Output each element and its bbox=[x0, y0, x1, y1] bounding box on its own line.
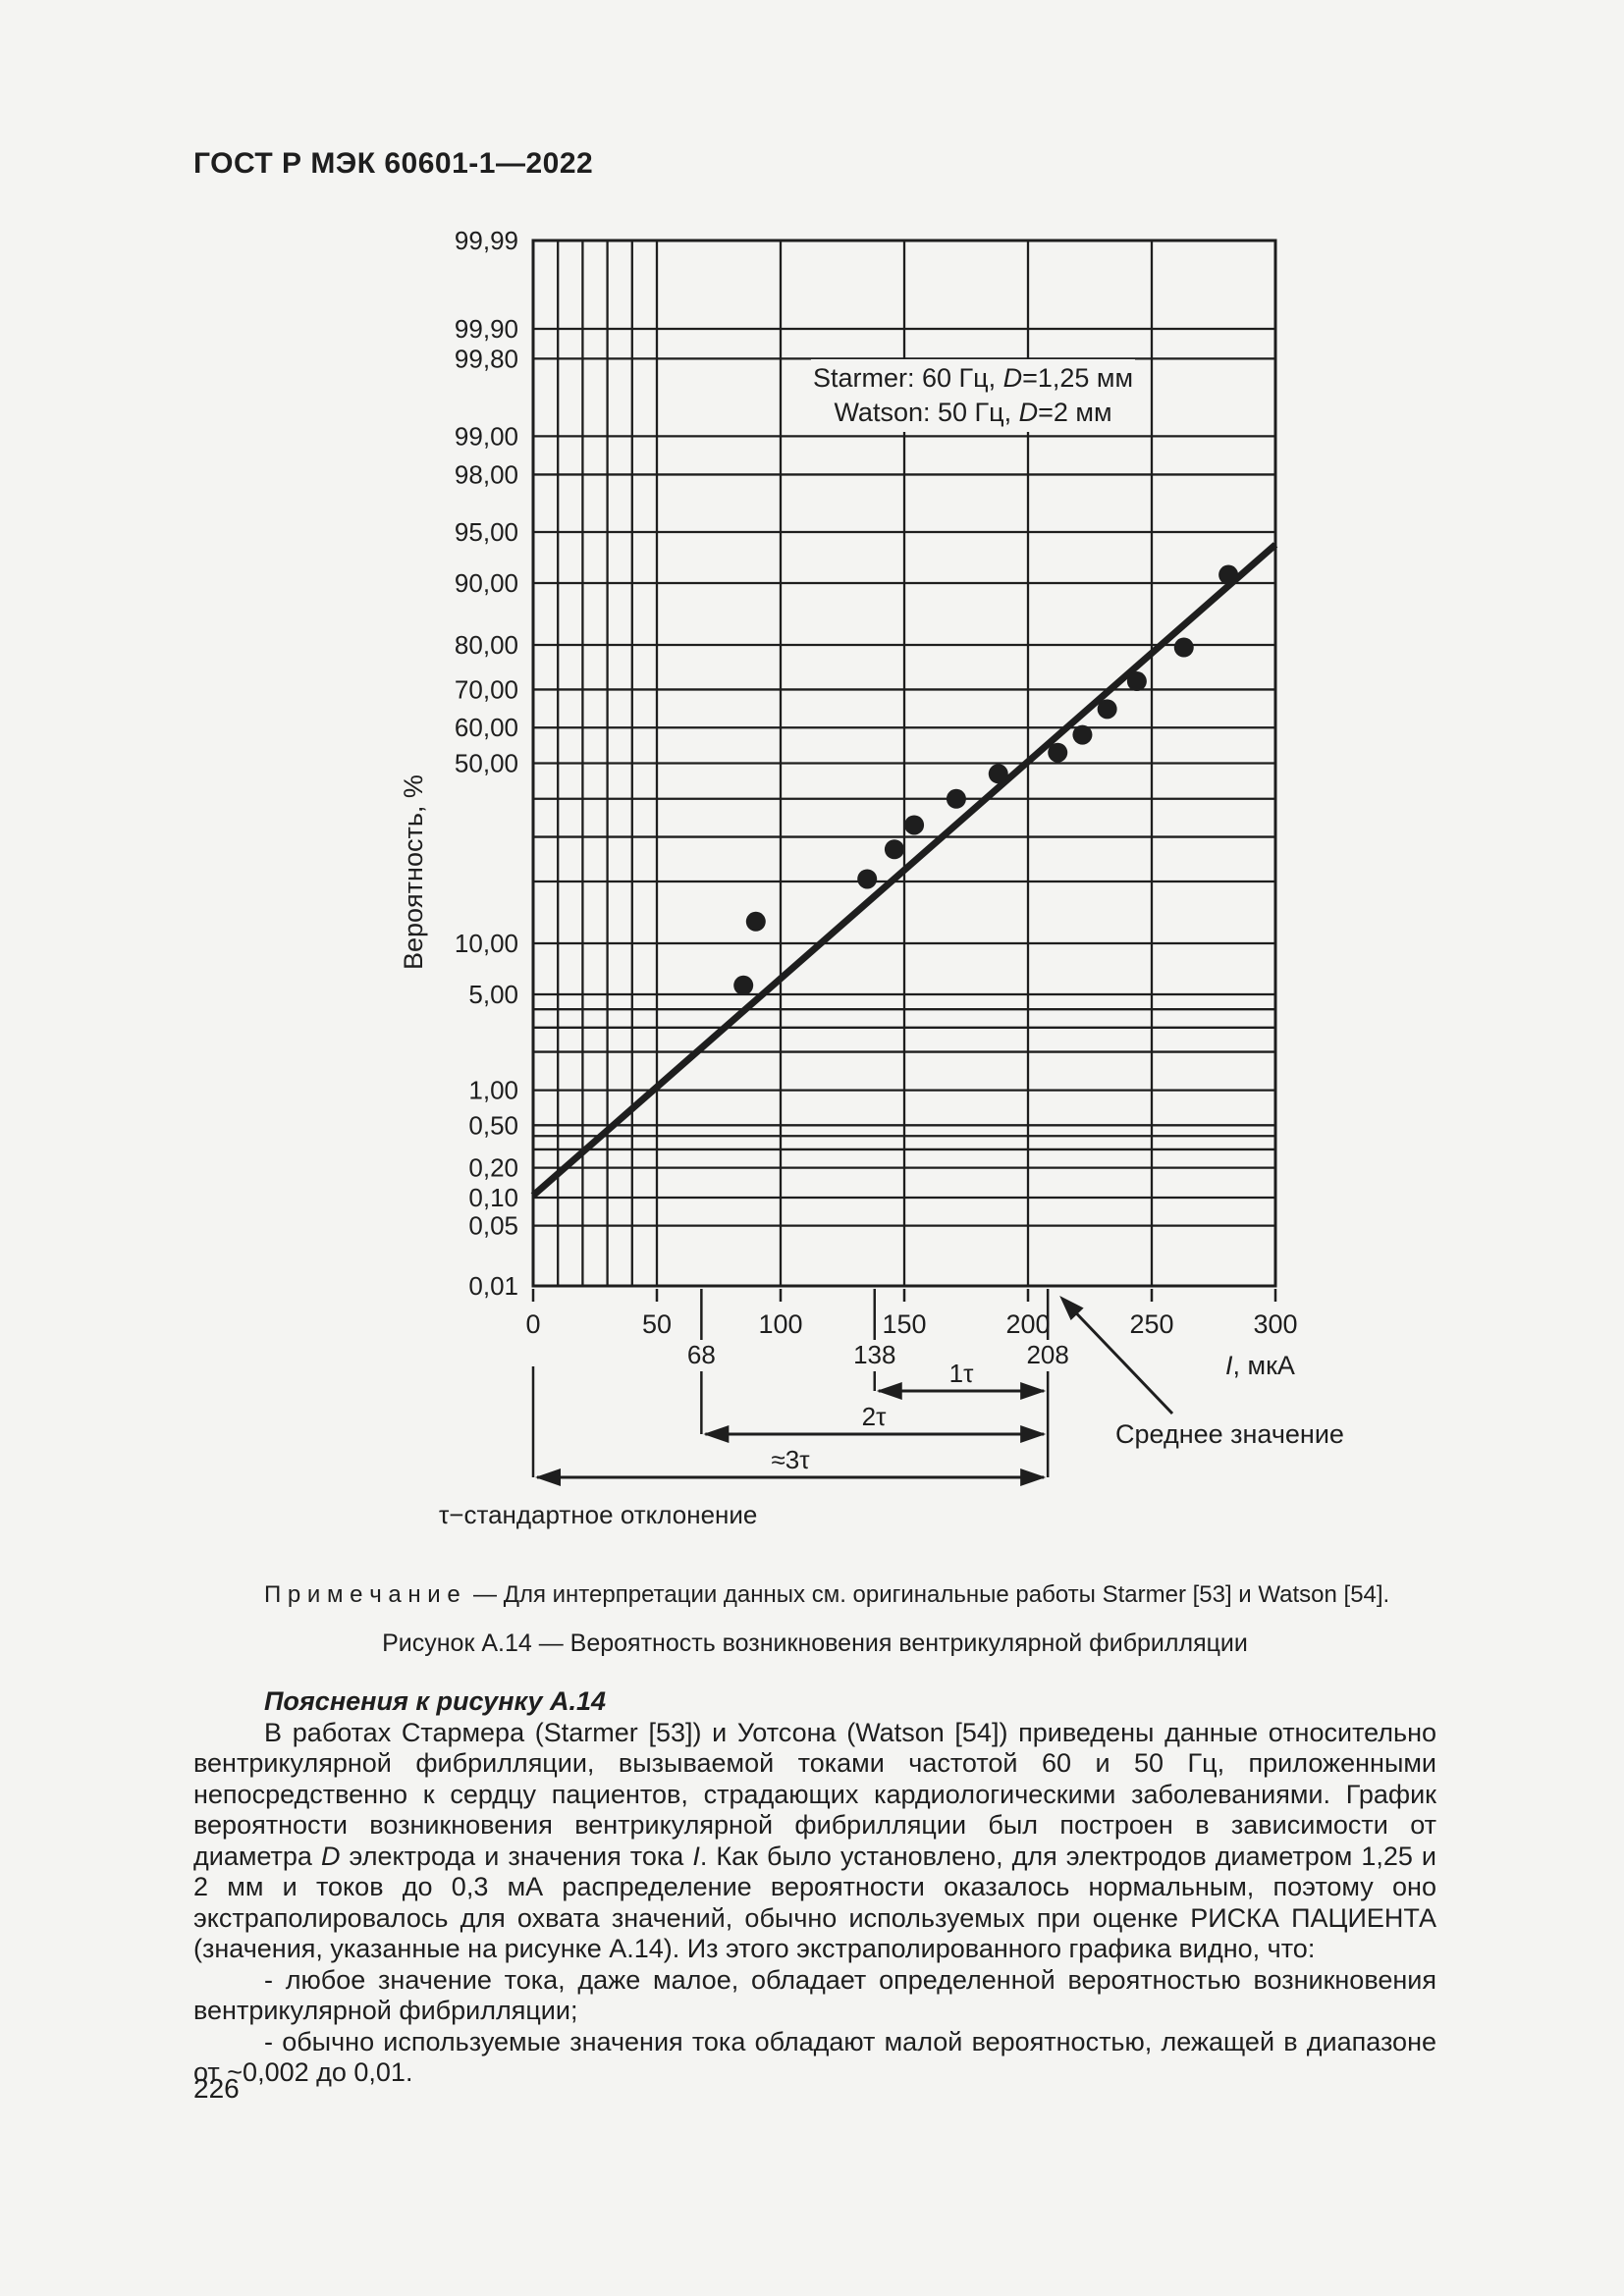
bracket-label-1tau: 1τ bbox=[948, 1359, 974, 1388]
legend-line-starmer: Starmer: 60 Гц, D=1,25 мм bbox=[812, 363, 1134, 393]
svg-text:10,00: 10,00 bbox=[455, 929, 518, 958]
svg-text:100: 100 bbox=[758, 1309, 802, 1339]
svg-text:70,00: 70,00 bbox=[455, 674, 518, 704]
bracket-label-2tau: 2τ bbox=[861, 1402, 887, 1431]
svg-text:0,20: 0,20 bbox=[468, 1153, 518, 1183]
svg-text:95,00: 95,00 bbox=[455, 517, 518, 547]
x-axis-title: I, мкА bbox=[1225, 1351, 1295, 1380]
page-number: 226 bbox=[193, 2073, 240, 2104]
svg-text:99,90: 99,90 bbox=[455, 314, 518, 344]
figure-note: П р и м е ч а н и е — Для интерпретации … bbox=[264, 1581, 1390, 1608]
bullet-1: - любое значение тока, даже малое, облад… bbox=[193, 1964, 1436, 2026]
explanations-heading: Пояснения к рисунку А.14 bbox=[264, 1686, 607, 1716]
y-axis-title: Вероятность, % bbox=[399, 774, 428, 970]
svg-text:250: 250 bbox=[1129, 1309, 1173, 1339]
svg-text:90,00: 90,00 bbox=[455, 568, 518, 598]
svg-text:50,00: 50,00 bbox=[455, 749, 518, 778]
bracket-label-3tau: ≈3τ bbox=[771, 1445, 810, 1474]
grid bbox=[531, 239, 1277, 1288]
data-points bbox=[733, 564, 1239, 995]
svg-text:0,01: 0,01 bbox=[468, 1271, 518, 1301]
svg-text:0,50: 0,50 bbox=[468, 1110, 518, 1140]
paragraph-1: В работах Стармера (Starmer [53]) и Уотс… bbox=[193, 1717, 1436, 1964]
svg-text:150: 150 bbox=[882, 1309, 926, 1339]
tau-footnote: τ−стандартное отклонение bbox=[439, 1500, 758, 1529]
svg-text:1,00: 1,00 bbox=[468, 1076, 518, 1105]
body-text: Пояснения к рисунку А.14 В работах Старм… bbox=[193, 1686, 1436, 2089]
x-axis-labels: 0 50 100 150 200 250 300 bbox=[525, 1289, 1298, 1339]
svg-text:98,00: 98,00 bbox=[455, 459, 518, 489]
svg-text:0,10: 0,10 bbox=[468, 1183, 518, 1212]
svg-text:138: 138 bbox=[853, 1340, 895, 1369]
svg-text:300: 300 bbox=[1253, 1309, 1297, 1339]
svg-text:99,99: 99,99 bbox=[455, 226, 518, 255]
svg-text:68: 68 bbox=[687, 1340, 716, 1369]
document-header: ГОСТ Р МЭК 60601-1—2022 bbox=[193, 147, 594, 180]
svg-text:0,05: 0,05 bbox=[468, 1211, 518, 1241]
svg-text:60,00: 60,00 bbox=[455, 713, 518, 742]
tau-brackets bbox=[535, 1382, 1047, 1486]
trend-line bbox=[530, 542, 1278, 1199]
bullet-2: - обычно используемые значения тока обла… bbox=[193, 2026, 1436, 2088]
figure-caption: Рисунок А.14 — Вероятность возникновения… bbox=[382, 1629, 1248, 1657]
svg-text:200: 200 bbox=[1005, 1309, 1050, 1339]
svg-text:0: 0 bbox=[525, 1309, 540, 1339]
mean-pointer bbox=[1059, 1296, 1174, 1415]
svg-text:5,00: 5,00 bbox=[468, 980, 518, 1009]
legend-line-watson: Watson: 50 Гц, D=2 мм bbox=[834, 398, 1112, 427]
svg-text:50: 50 bbox=[642, 1309, 672, 1339]
svg-text:208: 208 bbox=[1026, 1340, 1068, 1369]
svg-text:80,00: 80,00 bbox=[455, 630, 518, 660]
secondary-x-labels: 68 138 208 bbox=[670, 1340, 1080, 1371]
svg-text:99,80: 99,80 bbox=[455, 344, 518, 373]
svg-text:99,00: 99,00 bbox=[455, 421, 518, 451]
chart-legend: Starmer: 60 Гц, D=1,25 мм Watson: 50 Гц,… bbox=[811, 359, 1135, 432]
mean-value-label: Среднее значение bbox=[1115, 1419, 1344, 1449]
